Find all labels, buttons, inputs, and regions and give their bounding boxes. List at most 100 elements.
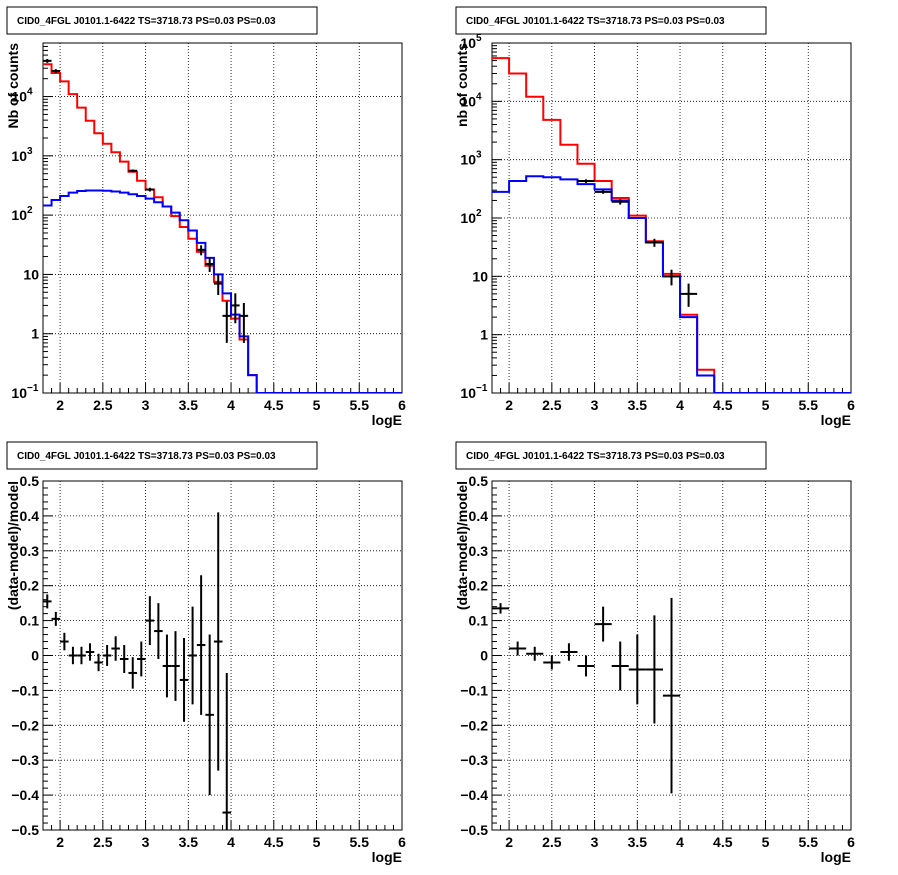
y-tick-label: −0.1 (11, 682, 39, 698)
y-axis-label: (data-model)/model (454, 481, 470, 610)
y-tick-label: 0.2 (20, 578, 40, 594)
y-axis-label: (data-model)/model (5, 481, 21, 610)
y-tick-label: 0 (480, 648, 488, 664)
data-point (179, 638, 189, 722)
x-tick-label: 4 (227, 397, 235, 413)
x-tick-label: 3 (591, 397, 599, 413)
data-point (611, 199, 629, 205)
title-box (455, 6, 767, 35)
data-point (85, 643, 95, 661)
data-point (662, 269, 681, 286)
y-tick-label: −0.1 (460, 682, 488, 698)
histogram-series-0 (43, 63, 402, 393)
x-tick-label: 5 (762, 397, 770, 413)
data-point (188, 606, 197, 705)
data-point (51, 69, 61, 73)
y-tick-label: −0.2 (460, 717, 488, 733)
y-tick-label: 1 (31, 326, 39, 342)
chart-title: CID0_4FGL J0101.1-6422 TS=3718.73 PS=0.0… (466, 451, 725, 462)
x-tick-label: 5 (762, 834, 770, 850)
x-tick-label: 5.5 (350, 834, 370, 850)
data-point (680, 283, 698, 307)
y-tick-label: −0.5 (460, 822, 488, 838)
data-point (51, 611, 61, 626)
data-point (94, 653, 103, 672)
x-tick-label: 5.5 (799, 397, 819, 413)
data-point (128, 169, 138, 173)
histogram-series-0 (492, 57, 851, 393)
x-tick-label: 4.5 (713, 834, 733, 850)
data-point (213, 274, 223, 295)
data-point (171, 631, 180, 701)
x-tick-label: 6 (847, 834, 855, 850)
data-point (577, 655, 595, 677)
x-tick-label: 3 (142, 397, 150, 413)
pad-bottom-left-residuals: 2 2.5 3 3.5 4 4.5 5 5.5 6 −0.5 −0.4 −0.3 −0.2 −0.1 0 0.… (5, 441, 406, 865)
x-tick-label: 3.5 (179, 397, 199, 413)
y-tick-label: 1 (480, 327, 488, 343)
x-tick-label: 2.5 (93, 397, 113, 413)
data-point (577, 179, 595, 183)
y-tick-label: 0.4 (20, 508, 40, 524)
y-tick-label: 0.5 (20, 473, 40, 489)
y-tick-label: 0.1 (469, 613, 489, 629)
y-tick-label: 10 (460, 35, 476, 51)
y-tick-exponent: −1 (27, 383, 39, 394)
data-point (60, 632, 69, 651)
data-point (543, 655, 561, 670)
data-point (154, 603, 163, 659)
plot-frame (42, 42, 403, 394)
x-tick-label: 5.5 (350, 397, 370, 413)
y-tick-label: −0.3 (11, 752, 39, 768)
data-point (145, 596, 155, 646)
y-tick-label: 10 (472, 268, 488, 284)
x-tick-label: 5 (313, 397, 321, 413)
y-axis-label: Nb of counts (5, 43, 21, 129)
data-point (239, 302, 249, 343)
y-tick-label: −0.4 (460, 787, 488, 803)
x-tick-label: 4 (676, 834, 684, 850)
y-tick-label: 10 (460, 152, 476, 168)
x-tick-label: 5 (313, 834, 321, 850)
data-point (119, 645, 129, 673)
x-tick-label: 6 (398, 834, 406, 850)
data-point (43, 58, 52, 63)
y-tick-label: 0.5 (469, 473, 489, 489)
x-tick-label: 2.5 (542, 834, 562, 850)
x-tick-label: 6 (398, 397, 406, 413)
y-tick-label: 10 (11, 207, 27, 223)
y-tick-label: 10 (23, 266, 39, 282)
data-point (77, 646, 86, 665)
data-point (231, 293, 240, 324)
data-point (611, 641, 629, 691)
x-tick-label: 4.5 (264, 834, 284, 850)
data-point (628, 634, 646, 705)
chart-title: CID0_4FGL J0101.1-6422 TS=3718.73 PS=0.0… (17, 451, 276, 462)
y-tick-exponent: 4 (27, 87, 33, 98)
data-point (509, 641, 527, 656)
x-tick-label: 2 (505, 397, 513, 413)
title-box (455, 441, 767, 470)
x-tick-label: 4 (227, 834, 235, 850)
data-point (222, 301, 232, 343)
y-tick-label: 0.3 (20, 543, 40, 559)
y-tick-label: 10 (460, 93, 476, 109)
y-tick-label: 0.3 (469, 543, 489, 559)
data-point (145, 187, 155, 192)
x-tick-label: 3.5 (628, 834, 648, 850)
data-point (162, 634, 172, 698)
data-point (68, 646, 78, 665)
data-point (205, 257, 214, 272)
y-tick-label: 10 (11, 148, 27, 164)
data-point (205, 634, 214, 796)
data-point (137, 641, 146, 677)
pad-bottom-right-residuals: 2 2.5 3 3.5 4 4.5 5 5.5 6 −0.5 −0.4 −0.3 −0.2 −0.1 0 0.… (454, 441, 855, 865)
x-tick-label: 4.5 (264, 397, 284, 413)
data-point (594, 190, 612, 194)
y-tick-label: 10 (11, 385, 27, 401)
x-tick-label: 3 (591, 834, 599, 850)
histogram-series-1 (492, 175, 851, 393)
y-tick-label: −0.3 (460, 752, 488, 768)
